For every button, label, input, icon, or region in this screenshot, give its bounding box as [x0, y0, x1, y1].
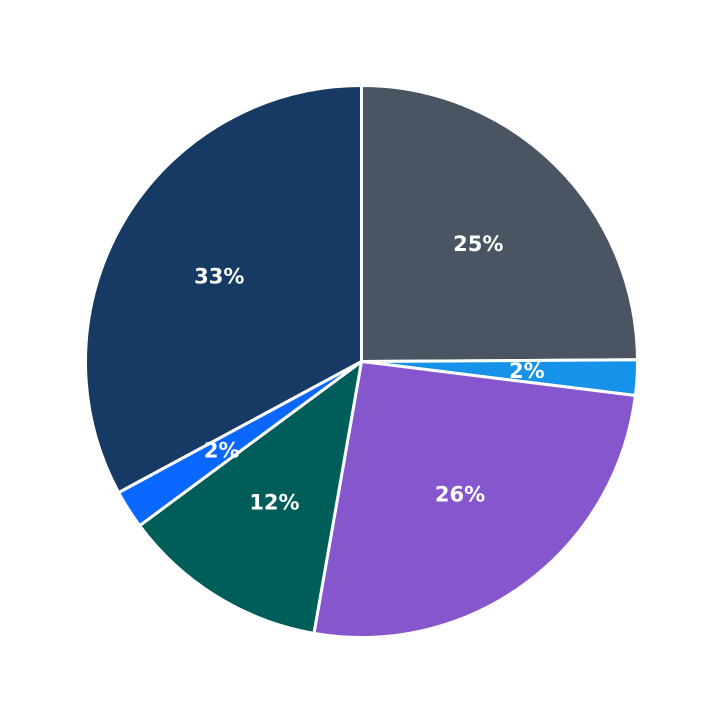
pie-slice-label-3: 12%	[249, 490, 299, 514]
pie-slice-0	[360, 84, 639, 363]
pie-slice-label-5: 33%	[194, 265, 244, 289]
pie-slice-label-4: 2%	[204, 438, 240, 462]
pie-slice-label-1: 2%	[509, 359, 545, 383]
pie-slice-label-0: 25%	[453, 232, 503, 256]
pie-slice-5	[84, 84, 363, 495]
pie-slice-2	[312, 360, 637, 639]
pie-slice-3	[138, 360, 363, 635]
pie-slice-label-2: 26%	[435, 483, 485, 507]
